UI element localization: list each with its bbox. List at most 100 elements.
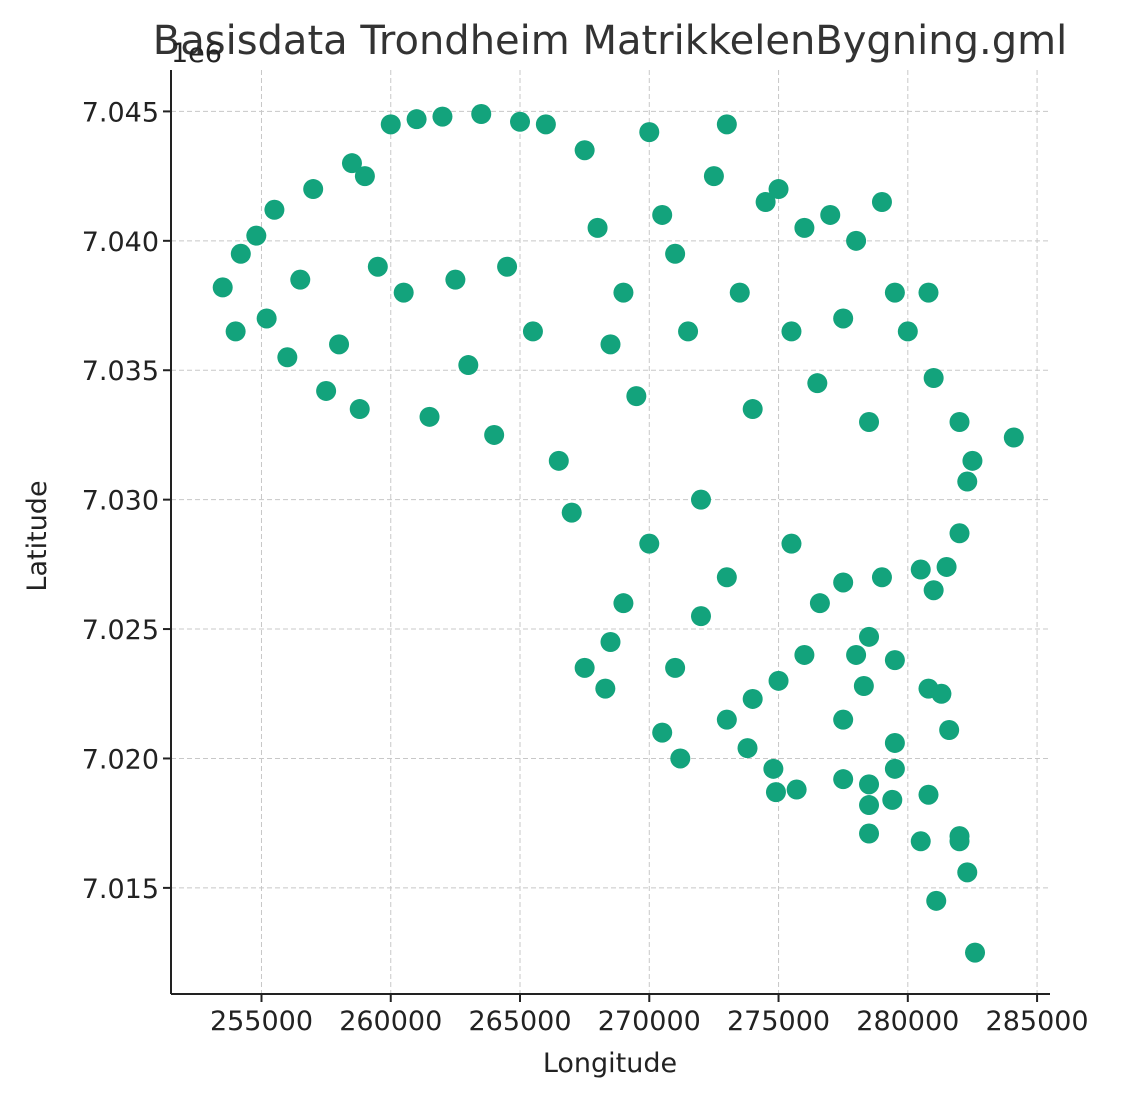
data-point [939,720,960,740]
data-point [737,738,758,759]
data-point [561,502,582,523]
data-point [574,657,595,678]
data-point [833,308,854,329]
data-point [820,204,841,225]
data-point [595,678,616,699]
data-point [600,334,621,355]
data-point [716,709,737,730]
chart-title: Basisdata Trondheim MatrikkelenBygning.g… [153,18,1067,64]
data-point [341,153,362,174]
data-point [354,166,375,187]
data-point [923,580,944,601]
y-axis-label: Latitude [22,480,53,591]
data-point [957,471,978,492]
data-point [768,670,789,691]
data-point [484,424,505,445]
data-point [303,179,324,200]
data-point [256,308,277,329]
data-point [846,644,867,665]
data-point [349,399,370,420]
data-point [755,192,776,212]
data-point [833,709,854,730]
data-point [884,282,905,303]
data-point [665,657,686,678]
data-point [729,282,750,303]
data-point [807,373,828,394]
data-point [871,192,892,212]
data-point [833,572,854,593]
data-point [768,179,789,200]
x-tick-label: 260000 [339,1006,442,1037]
data-point [846,230,867,251]
data-point [742,399,763,420]
data-point [458,355,479,376]
data-point [393,282,414,303]
data-point [600,632,621,652]
data-point [853,676,874,696]
y-tick-label: 7.035 [82,356,159,387]
x-tick-label: 270000 [598,1006,701,1037]
data-point [419,406,440,427]
data-point [329,334,350,355]
data-point [613,593,634,614]
data-point [471,104,492,124]
y-tick-label: 7.040 [82,227,159,258]
data-point [931,683,952,704]
data-point [859,795,880,816]
data-point [367,256,388,277]
data-point [290,269,311,290]
data-point [703,166,724,187]
data-point [522,321,543,342]
data-point [910,831,931,852]
data-point [690,606,711,627]
data-point [949,831,970,852]
data-point [871,567,892,588]
data-point [432,106,453,127]
data-point [613,282,634,303]
data-point [965,942,986,963]
x-tick-label: 280000 [856,1006,959,1037]
data-point [926,890,947,911]
data-point [809,593,830,614]
data-point [264,199,285,220]
data-point [670,748,691,769]
x-tick-label: 265000 [468,1006,571,1037]
data-point [962,450,983,471]
data-point [763,758,784,779]
data-point [535,114,556,135]
data-point [212,277,233,298]
data-point [246,225,267,246]
data-point [742,688,763,709]
data-point [652,722,673,743]
data-point [897,321,918,342]
data-point [882,789,903,810]
data-point [957,862,978,883]
data-point [859,823,880,844]
data-point [781,533,802,554]
data-point [510,111,531,132]
data-point [859,626,880,647]
y-offset-text: 1e6 [171,38,222,69]
y-axis-ticks: 7.015 7.020 7.025 7.030 7.035 7.040 7.045 [82,97,171,905]
data-point [639,122,660,143]
data-point [277,347,298,368]
data-point [626,386,647,407]
data-point [574,140,595,161]
y-tick-label: 7.030 [82,486,159,517]
x-axis-label: Longitude [543,1048,677,1079]
data-point [884,732,905,753]
y-tick-label: 7.015 [82,874,159,905]
data-point [716,114,737,135]
data-point [918,784,939,805]
data-point [910,559,931,580]
data-point [690,489,711,510]
data-point [936,556,957,577]
data-point [445,269,466,290]
data-point [497,256,518,277]
data-point [230,243,251,264]
data-point [884,758,905,779]
data-point [316,380,337,401]
data-point [949,412,970,432]
y-tick-label: 7.025 [82,615,159,646]
